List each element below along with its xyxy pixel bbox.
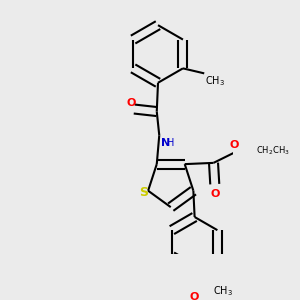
- Text: CH$_3$: CH$_3$: [206, 75, 226, 88]
- Text: O: O: [190, 292, 199, 300]
- Text: H: H: [167, 138, 175, 148]
- Text: O: O: [230, 140, 239, 150]
- Text: N: N: [160, 138, 170, 148]
- Text: CH$_3$: CH$_3$: [213, 284, 233, 298]
- Text: O: O: [210, 189, 220, 199]
- Text: CH$_2$CH$_3$: CH$_2$CH$_3$: [256, 145, 290, 158]
- Text: S: S: [139, 186, 148, 199]
- Text: O: O: [127, 98, 136, 108]
